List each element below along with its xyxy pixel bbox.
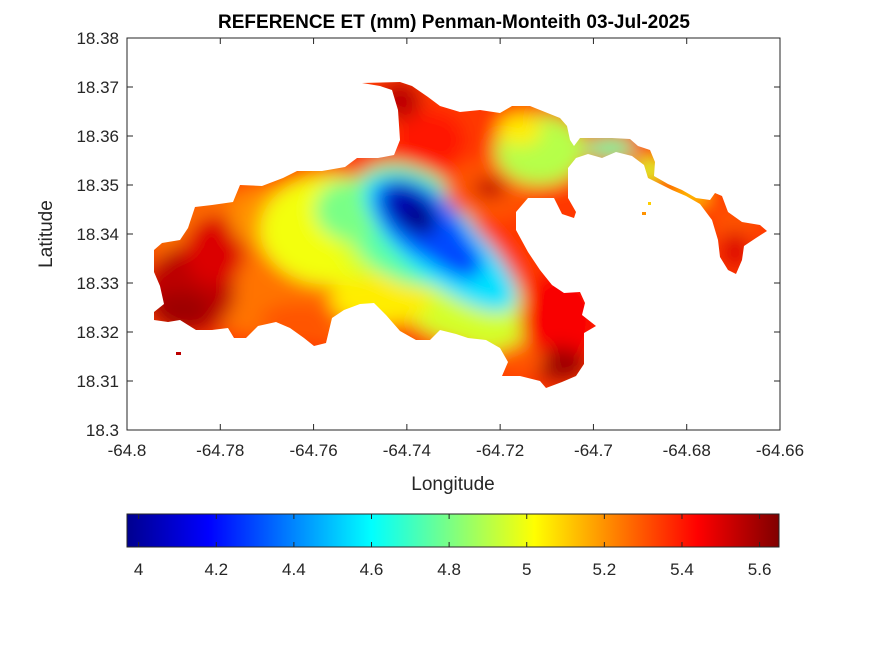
x-tick-label: -64.72 — [476, 441, 524, 460]
field-patch — [378, 82, 422, 120]
x-tick-label: -64.66 — [756, 441, 804, 460]
field-patch — [495, 344, 545, 376]
field-patch — [260, 302, 340, 338]
y-tick-label: 18.34 — [76, 225, 119, 244]
y-axis-label: Latitude — [36, 200, 57, 268]
et-heatmap — [154, 82, 767, 388]
field-patch — [395, 110, 465, 170]
y-tick-label: 18.35 — [76, 176, 119, 195]
islets — [176, 202, 651, 355]
y-tick-label: 18.33 — [76, 274, 119, 293]
field-patch — [635, 158, 665, 182]
field-patch — [585, 138, 635, 158]
colorbar-tick-label: 5.6 — [748, 560, 772, 579]
x-tick-label: -64.78 — [196, 441, 244, 460]
field-patch — [474, 178, 506, 198]
colorbar-tick-label: 5 — [522, 560, 531, 579]
x-tick-label: -64.74 — [383, 441, 431, 460]
x-tick-label: -64.68 — [663, 441, 711, 460]
x-tick-label: -64.8 — [108, 441, 147, 460]
x-axis: -64.8 -64.78 -64.76 -64.74 -64.72 -64.7 -64.68… — [108, 38, 804, 460]
colorbar-tick-label: 4.4 — [282, 560, 306, 579]
colorbar-tick-label: 4 — [134, 560, 143, 579]
colorbar-tick-label: 4.2 — [204, 560, 228, 579]
colorbar-tick-label: 5.2 — [593, 560, 617, 579]
islet — [642, 212, 646, 215]
y-tick-label: 18.3 — [86, 421, 119, 440]
y-axis: 18.3 18.31 18.32 18.33 18.34 18.35 18.36 18.37 1… — [76, 29, 780, 440]
x-axis-label: Longitude — [411, 474, 494, 495]
x-tick-label: -64.7 — [574, 441, 613, 460]
y-tick-label: 18.38 — [76, 29, 119, 48]
field-patch — [670, 186, 710, 206]
colorbar-tick-label: 5.4 — [670, 560, 694, 579]
field-patch — [498, 114, 542, 146]
field-patch — [185, 215, 245, 285]
colorbar-tick-label: 4.8 — [437, 560, 461, 579]
islet — [648, 202, 651, 205]
y-tick-label: 18.37 — [76, 78, 119, 97]
field-patch — [520, 270, 600, 370]
x-tick-label: -64.76 — [289, 441, 337, 460]
y-tick-label: 18.32 — [76, 323, 119, 342]
y-tick-label: 18.36 — [76, 127, 119, 146]
colorbar — [126, 513, 780, 548]
chart-title: REFERENCE ET (mm) Penman-Monteith 03-Jul… — [218, 12, 690, 33]
colorbar-ticks: 4 4.2 4.4 4.6 4.8 5 5.2 5.4 5.6 — [134, 514, 772, 579]
field-patch — [721, 230, 749, 270]
y-tick-label: 18.31 — [76, 372, 119, 391]
colorbar-tick-label: 4.6 — [360, 560, 384, 579]
field-patch — [154, 292, 210, 328]
field-patch — [404, 205, 436, 235]
islet — [176, 352, 181, 355]
field-patch — [532, 347, 588, 383]
